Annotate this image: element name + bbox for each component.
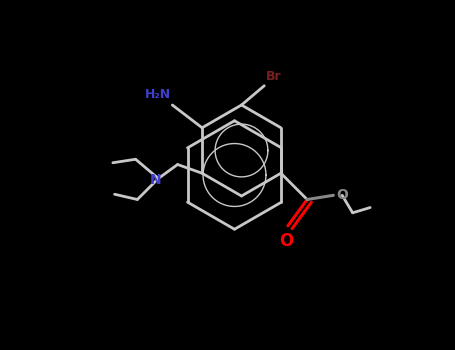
Text: H₂N: H₂N [145, 89, 171, 101]
Text: N: N [150, 173, 162, 187]
Text: O: O [279, 232, 293, 250]
Text: Br: Br [266, 70, 282, 83]
Text: O: O [336, 188, 348, 202]
